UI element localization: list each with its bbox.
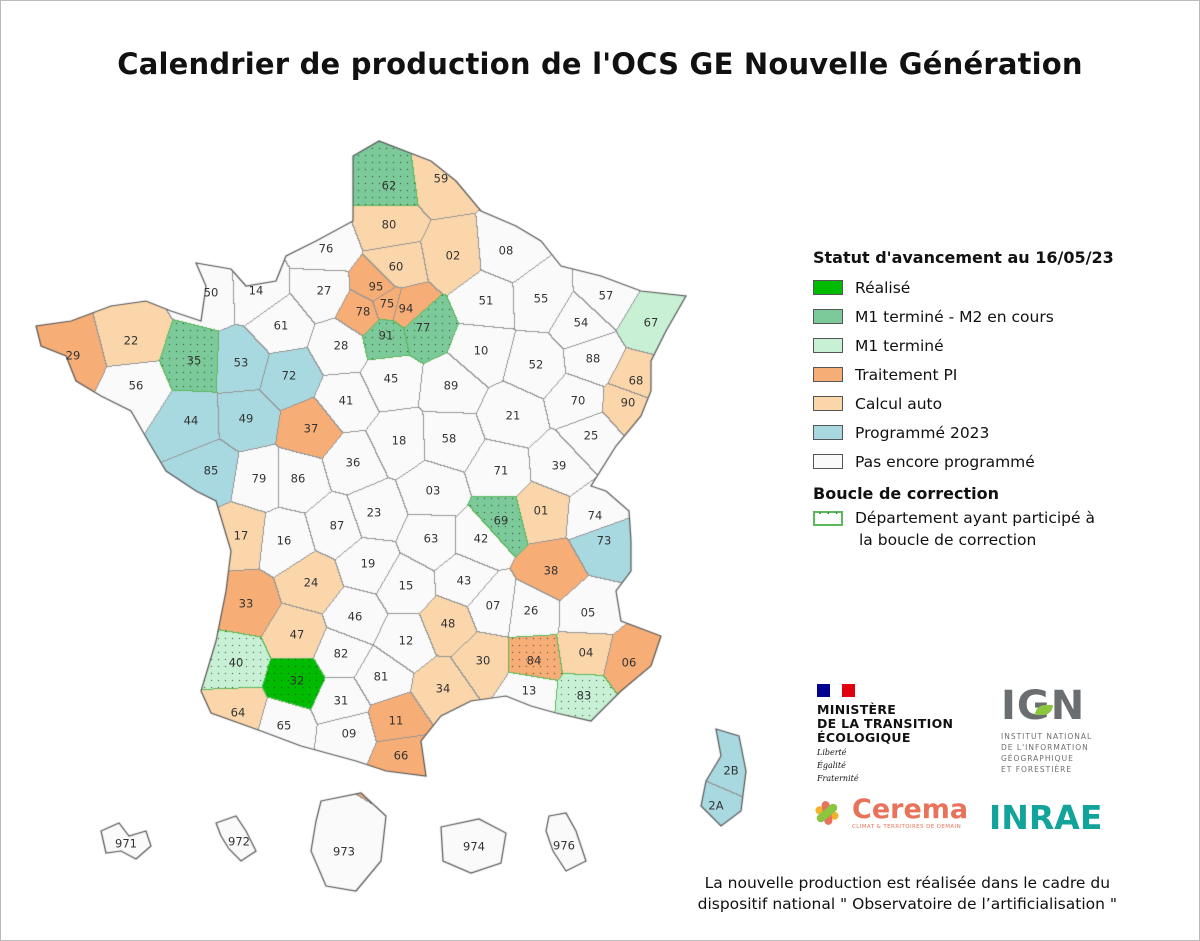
inrae-logo: INRAE [989,798,1103,837]
ign-logo: IGN INSTITUT NATIONAL DE L'INFORMATION G… [1001,685,1092,775]
dotted-swatch [813,507,843,526]
legend-item-n: Pas encore programmé [813,447,1114,476]
legend-label: Pas encore programmé [855,452,1035,471]
legend-item-m12: M1 terminé - M2 en cours [813,302,1114,331]
ministere-line2: DE LA TRANSITION [817,716,954,731]
footer-line2: dispositif national " Observatoire de l’… [697,895,1117,913]
legend-label: Calcul auto [855,394,943,413]
ministere-line1: MINISTÈRE [817,702,897,717]
legend-label: Réalisé [855,278,911,297]
devise-3: Fraternité [817,774,859,783]
leaf-icon [1035,705,1053,715]
ministere-logo: MINISTÈRE DE LA TRANSITION ÉCOLOGIQUE Li… [817,684,953,784]
legend-swatch [813,338,843,353]
legend-loop-label-2: la boucle de correction [859,531,1037,549]
legend-label: M1 terminé - M2 en cours [855,307,1054,326]
legend-swatch [813,396,843,411]
legend-swatch [813,425,843,440]
cerema-tagline: CLIMAT & TERRITOIRES DE DEMAIN [852,824,962,830]
legend-label: M1 terminé [855,336,944,355]
cerema-name: Cerema [852,794,969,825]
legend-label: Programmé 2023 [855,423,990,442]
ministere-line3: ÉCOLOGIQUE [817,730,911,745]
legend-swatch [813,309,843,324]
legend-loop-title: Boucle de correction [813,484,999,503]
devise-1: Liberté [817,748,847,757]
footer-note: La nouvelle production est réalisée dans… [698,873,1117,915]
cerema-star-icon [806,793,848,833]
ign-line4: ET FORESTIÈRE [1001,765,1073,774]
legend-loop-label-1: Département ayant participé à [855,509,1095,527]
legend: Statut d'avancement au 16/05/23 Réalisé M… [813,248,1114,551]
ign-line3: GÉOGRAPHIQUE [1001,754,1074,763]
legend-title: Statut d'avancement au 16/05/23 [813,248,1114,267]
legend-label: Traitement PI [855,365,958,384]
legend-item-p23: Programmé 2023 [813,418,1114,447]
legend-item-ca: Calcul auto [813,389,1114,418]
legend-item-pi: Traitement PI [813,360,1114,389]
legend-item-loop: Département ayant participé à [813,507,1114,529]
french-flag-icon [817,684,856,697]
ign-line2: DE L'INFORMATION [1001,743,1089,752]
legend-item-m1: M1 terminé [813,331,1114,360]
cerema-logo: Cerema CLIMAT & TERRITOIRES DE DEMAIN [806,793,968,833]
legend-swatch [813,280,843,295]
legend-swatch [813,454,843,469]
ign-line1: INSTITUT NATIONAL [1001,732,1093,741]
france-departments-map [1,1,801,940]
legend-item-r: Réalisé [813,273,1114,302]
footer-line1: La nouvelle production est réalisée dans… [704,874,1111,892]
devise-2: Égalité [817,761,846,770]
legend-swatch [813,367,843,382]
